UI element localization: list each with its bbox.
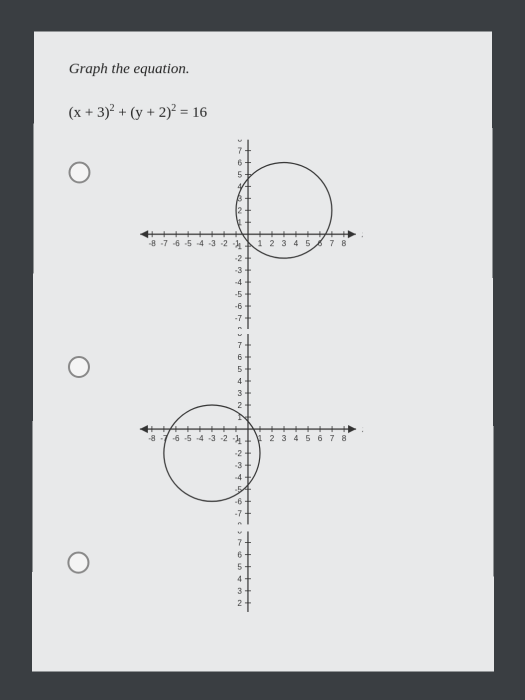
svg-text:8: 8	[237, 139, 242, 143]
svg-text:6: 6	[237, 551, 242, 560]
svg-text:8: 8	[341, 434, 346, 443]
option-row[interactable]: -8-8-7-7-6-6-5-5-4-4-3-3-2-2-1-111223344…	[67, 336, 458, 521]
svg-text:-7: -7	[234, 509, 242, 518]
svg-text:-4: -4	[234, 278, 242, 287]
svg-text:-5: -5	[184, 434, 192, 443]
svg-text:6: 6	[237, 352, 242, 361]
svg-text:8: 8	[341, 239, 346, 248]
svg-text:6: 6	[317, 434, 322, 443]
svg-text:-8: -8	[148, 434, 156, 443]
svg-text:2: 2	[237, 206, 242, 215]
graph-option-1: -8-8-7-7-6-6-5-5-4-4-3-3-2-2-1-111223344…	[118, 142, 378, 326]
svg-text:-3: -3	[208, 434, 216, 443]
svg-text:-4: -4	[234, 473, 242, 482]
svg-text:-4: -4	[196, 434, 204, 443]
option-row[interactable]: -8-8-7-7-6-6-5-5-4-4-3-3-2-2-1-111223344…	[67, 531, 458, 612]
svg-text:-3: -3	[234, 461, 242, 470]
radio-option-2[interactable]	[67, 356, 89, 378]
svg-text:-5: -5	[184, 239, 192, 248]
svg-text:-3: -3	[234, 266, 242, 275]
page-title: Graph the equation.	[68, 61, 456, 78]
svg-text:-1: -1	[234, 242, 242, 251]
svg-text:3: 3	[281, 239, 286, 248]
svg-text:4: 4	[237, 182, 242, 191]
svg-text:2: 2	[269, 434, 274, 443]
svg-text:3: 3	[237, 587, 242, 596]
svg-text:-8: -8	[234, 325, 242, 328]
svg-text:-2: -2	[220, 434, 228, 443]
options-list: -8-8-7-7-6-6-5-5-4-4-3-3-2-2-1-111223344…	[67, 142, 458, 612]
svg-text:-5: -5	[234, 290, 242, 299]
svg-text:x: x	[361, 424, 363, 434]
svg-text:5: 5	[237, 364, 242, 373]
svg-text:-7: -7	[234, 314, 242, 323]
svg-text:4: 4	[293, 239, 298, 248]
svg-text:-2: -2	[220, 239, 228, 248]
worksheet-page: Graph the equation. (x + 3)2 + (y + 2)2 …	[31, 32, 493, 672]
svg-text:3: 3	[281, 434, 286, 443]
svg-text:-4: -4	[196, 239, 204, 248]
svg-text:3: 3	[237, 388, 242, 397]
radio-option-3[interactable]	[67, 552, 89, 574]
equation: (x + 3)2 + (y + 2)2 = 16	[68, 103, 457, 122]
svg-text:2: 2	[237, 599, 242, 608]
svg-text:5: 5	[305, 239, 310, 248]
svg-text:8: 8	[237, 531, 242, 535]
svg-text:7: 7	[329, 434, 334, 443]
svg-text:x: x	[360, 229, 362, 239]
svg-text:2: 2	[237, 401, 242, 410]
svg-text:7: 7	[237, 146, 242, 155]
svg-text:5: 5	[237, 563, 242, 572]
option-row[interactable]: -8-8-7-7-6-6-5-5-4-4-3-3-2-2-1-111223344…	[68, 142, 458, 326]
svg-text:5: 5	[305, 434, 310, 443]
svg-text:5: 5	[237, 170, 242, 179]
svg-text:4: 4	[237, 376, 242, 385]
svg-text:-2: -2	[234, 449, 242, 458]
graph-option-3: -8-8-7-7-6-6-5-5-4-4-3-3-2-2-1-111223344…	[117, 531, 378, 612]
svg-text:7: 7	[237, 340, 242, 349]
radio-option-1[interactable]	[68, 162, 90, 184]
svg-text:-8: -8	[148, 239, 156, 248]
svg-text:4: 4	[237, 575, 242, 584]
svg-text:-3: -3	[208, 239, 216, 248]
svg-text:-7: -7	[160, 239, 168, 248]
graph-option-2: -8-8-7-7-6-6-5-5-4-4-3-3-2-2-1-111223344…	[117, 336, 378, 521]
svg-text:1: 1	[237, 611, 242, 612]
svg-text:7: 7	[329, 239, 334, 248]
svg-text:-6: -6	[234, 302, 242, 311]
svg-text:7: 7	[237, 538, 242, 547]
svg-text:-8: -8	[234, 521, 242, 524]
svg-text:-2: -2	[234, 254, 242, 263]
svg-text:2: 2	[269, 239, 274, 248]
svg-text:-1: -1	[234, 437, 242, 446]
svg-text:1: 1	[257, 239, 262, 248]
svg-text:-6: -6	[172, 239, 180, 248]
svg-text:8: 8	[237, 334, 242, 338]
svg-text:-6: -6	[234, 497, 242, 506]
svg-text:4: 4	[293, 434, 298, 443]
svg-text:-6: -6	[172, 434, 180, 443]
svg-text:6: 6	[237, 158, 242, 167]
